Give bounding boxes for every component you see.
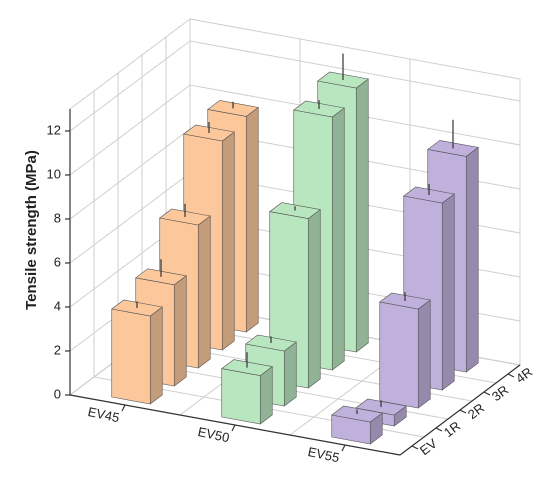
grid-line: [69, 84, 521, 176]
depth-tick: [435, 427, 443, 432]
bar-side: [283, 341, 297, 407]
depth-tick: [459, 409, 467, 414]
y-tick-label: 2: [54, 342, 61, 357]
bar-side: [149, 306, 163, 405]
bar-side: [221, 131, 235, 351]
bar-side: [197, 215, 211, 369]
bar-side: [245, 106, 259, 333]
bar-side: [355, 78, 369, 353]
grid-line: [69, 40, 521, 132]
bar-side: [441, 193, 455, 391]
bar-side: [417, 299, 431, 409]
y-tick-label: 8: [54, 210, 61, 225]
depth-tick-label: EV: [417, 436, 440, 459]
y-tick-label: 6: [54, 254, 61, 269]
bar-side: [173, 275, 187, 387]
bar-front: [111, 308, 151, 405]
x-tick: [121, 404, 126, 412]
depth-tick: [507, 373, 515, 378]
bar-side: [307, 209, 321, 389]
x-tick: [341, 444, 346, 452]
y-tick-label: 10: [47, 166, 61, 181]
y-tick-label: 4: [54, 298, 61, 313]
y-tick-label: 0: [54, 386, 61, 401]
bar-side: [259, 366, 273, 425]
bar-side: [331, 107, 345, 371]
x-tick: [231, 424, 236, 432]
x-tick-label: EV50: [197, 424, 231, 445]
x-tick-label: EV45: [87, 404, 121, 425]
y-axis-label: Tensile strength (MPa): [23, 150, 40, 310]
bar-side: [465, 146, 479, 373]
x-tick-label: EV55: [307, 444, 341, 465]
depth-tick: [411, 445, 419, 450]
bar-front: [221, 368, 261, 425]
bar-front: [379, 301, 419, 409]
y-tick-label: 12: [47, 122, 61, 137]
depth-tick: [483, 391, 491, 396]
